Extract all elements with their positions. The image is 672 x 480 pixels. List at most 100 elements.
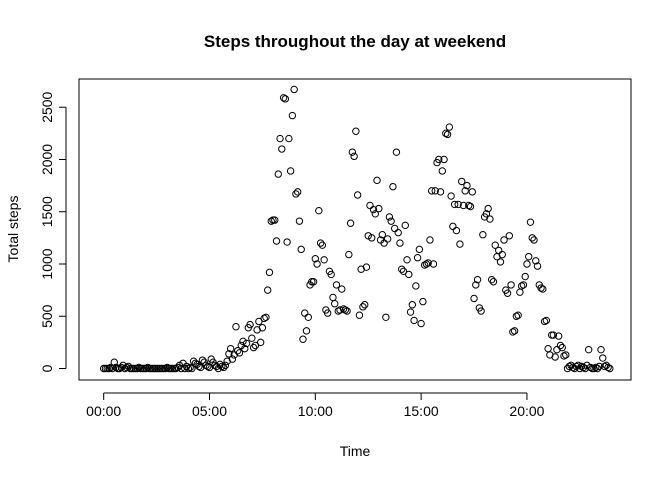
x-tick-label: 20:00 [509,403,544,419]
data-point [346,219,355,227]
y-tick-label: 2500 [39,91,55,122]
data-point [389,182,397,191]
data-point [422,260,431,268]
data-point [530,236,538,244]
data-point [218,362,226,371]
data-point [204,362,212,371]
data-point [142,364,150,373]
data-point [577,362,586,371]
data-point [285,134,293,143]
data-point [450,200,459,209]
data-point [297,245,305,254]
data-point [503,289,512,297]
data-point [440,155,448,164]
data-point [232,323,240,331]
data-point [256,338,265,347]
data-point [558,343,566,352]
data-point [343,307,351,315]
data-point [293,188,302,196]
data-point [390,224,399,233]
y-tick-label: 0 [39,364,55,372]
data-point [579,363,588,372]
data-point [398,265,406,273]
data-point [301,309,309,317]
data-point [352,127,360,135]
data-point [313,260,321,268]
data-point [383,235,392,243]
data-point [443,130,452,139]
data-point [413,254,422,262]
data-point [435,155,443,164]
data-point [241,344,249,353]
data-point [226,344,235,353]
data-point [438,167,446,175]
data-point [332,281,341,289]
data-point [419,297,427,306]
data-point [495,246,503,255]
data-point [212,362,221,371]
data-point [105,364,113,373]
data-point [359,303,367,311]
data-point [375,204,383,213]
x-tick-label: 15:00 [404,403,439,419]
data-point [320,256,328,264]
data-point [526,218,535,226]
data-point [299,335,307,343]
data-point [279,94,288,102]
data-point [283,238,291,246]
data-point [348,148,357,156]
data-point [445,123,454,131]
data-point [521,272,529,281]
data-point [406,308,415,316]
data-point [281,95,290,103]
data-point [392,148,401,156]
data-point [465,201,473,210]
data-point [479,231,487,239]
data-point [496,258,505,266]
data-point [385,213,394,221]
data-point [396,239,404,247]
data-point [410,316,418,325]
data-point [188,364,196,373]
data-point [292,190,300,198]
data-point [214,364,223,373]
data-point [597,345,605,354]
data-point [583,361,591,370]
data-point [500,236,508,244]
data-point [361,301,369,309]
x-tick-label: 10:00 [298,403,333,419]
data-point [424,259,432,267]
data-point [554,332,563,340]
data-point [431,187,439,195]
data-point [186,363,194,372]
data-point [267,217,275,225]
y-tick-label: 1000 [39,248,55,279]
y-axis: 0 500 1000 1500 2000 2500 [39,91,67,372]
data-point [278,145,286,153]
data-point [235,349,244,357]
data-point [382,313,390,321]
data-point [195,362,203,371]
plot-frame [78,78,632,381]
data-point [486,215,494,223]
data-point [532,257,540,265]
data-point [593,364,602,373]
data-point [251,341,260,350]
data-point [436,188,445,196]
data-point [442,129,450,138]
data-point [463,181,471,190]
data-point [112,363,120,372]
data-point [584,345,593,354]
data-point [369,205,378,214]
data-point [255,317,263,326]
data-point [533,262,542,270]
data-point [417,319,425,328]
data-point [163,363,171,372]
data-point [264,286,272,294]
x-axis-label: Time [340,443,371,459]
data-point [399,267,408,276]
data-point [265,268,274,277]
data-point [228,355,237,363]
data-point [556,341,565,350]
